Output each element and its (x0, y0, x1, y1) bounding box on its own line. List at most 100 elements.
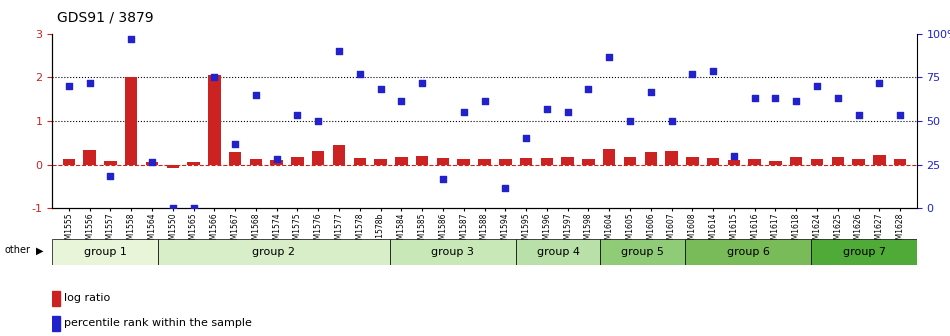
Bar (145, 163, 159, 165)
Point (456, 110, 471, 115)
Bar (312, 151, 325, 165)
Bar (437, 158, 449, 165)
Point (311, 118, 326, 124)
Text: group 2: group 2 (252, 247, 295, 257)
Text: group 1: group 1 (84, 247, 126, 257)
Text: log ratio: log ratio (64, 293, 110, 303)
Point (498, 185, 513, 191)
Bar (894, 159, 906, 165)
FancyBboxPatch shape (685, 239, 811, 265)
Point (788, 98, 804, 103)
Point (414, 80, 429, 86)
Point (165, 206, 180, 211)
Text: other: other (5, 245, 30, 255)
Bar (84, 150, 96, 165)
Bar (166, 165, 179, 168)
Bar (395, 157, 408, 165)
Bar (271, 160, 283, 165)
Point (685, 72, 700, 77)
FancyBboxPatch shape (600, 239, 685, 265)
Bar (104, 161, 117, 165)
Point (851, 113, 866, 118)
Point (477, 98, 492, 103)
FancyBboxPatch shape (52, 239, 158, 265)
Bar (478, 159, 491, 165)
Bar (187, 163, 200, 165)
Point (706, 69, 721, 74)
Bar (353, 158, 366, 165)
Bar (229, 153, 241, 165)
Bar (208, 75, 220, 165)
Bar (603, 149, 616, 165)
Point (622, 118, 637, 124)
Bar (63, 159, 75, 165)
Bar (292, 157, 304, 165)
Point (747, 95, 762, 100)
Bar (665, 151, 677, 165)
Bar (561, 157, 574, 165)
Text: percentile rank within the sample: percentile rank within the sample (64, 319, 252, 328)
Bar (374, 159, 387, 165)
Point (248, 92, 263, 97)
Bar (52, 316, 60, 331)
Point (207, 75, 222, 80)
Point (727, 153, 742, 159)
Bar (707, 158, 719, 165)
Point (332, 48, 347, 54)
Point (872, 80, 887, 86)
Point (664, 118, 679, 124)
Bar (686, 157, 698, 165)
Point (643, 89, 658, 94)
Point (352, 72, 368, 77)
Text: group 6: group 6 (727, 247, 770, 257)
Point (519, 136, 534, 141)
Point (290, 113, 305, 118)
Text: group 4: group 4 (537, 247, 580, 257)
Point (394, 98, 409, 103)
Text: group 3: group 3 (431, 247, 474, 257)
Point (809, 83, 825, 89)
Point (830, 95, 846, 100)
FancyBboxPatch shape (811, 239, 917, 265)
Point (269, 156, 284, 162)
Point (560, 110, 576, 115)
Point (61, 83, 77, 89)
Bar (332, 145, 345, 165)
Point (768, 95, 783, 100)
Point (103, 174, 118, 179)
FancyBboxPatch shape (390, 239, 516, 265)
Point (124, 37, 139, 42)
FancyBboxPatch shape (516, 239, 600, 265)
Text: group 7: group 7 (843, 247, 885, 257)
Bar (520, 158, 532, 165)
Text: group 5: group 5 (621, 247, 664, 257)
Point (435, 176, 450, 182)
Bar (644, 153, 657, 165)
Bar (52, 291, 60, 306)
Bar (728, 160, 740, 165)
Point (601, 54, 617, 59)
Point (82, 80, 97, 86)
Bar (541, 158, 553, 165)
Point (228, 141, 243, 147)
Point (144, 159, 160, 164)
Bar (810, 159, 824, 165)
Bar (250, 159, 262, 165)
Point (540, 107, 555, 112)
Bar (624, 157, 636, 165)
Bar (125, 77, 138, 165)
Bar (852, 159, 864, 165)
Bar (790, 157, 803, 165)
Bar (770, 161, 782, 165)
FancyBboxPatch shape (158, 239, 390, 265)
Bar (873, 155, 885, 165)
Bar (831, 157, 844, 165)
Text: ▶: ▶ (36, 245, 44, 255)
Bar (749, 159, 761, 165)
Text: GDS91 / 3879: GDS91 / 3879 (57, 10, 154, 24)
Point (186, 206, 201, 211)
Bar (416, 156, 428, 165)
Point (580, 86, 596, 92)
Point (893, 113, 908, 118)
Bar (582, 159, 595, 165)
